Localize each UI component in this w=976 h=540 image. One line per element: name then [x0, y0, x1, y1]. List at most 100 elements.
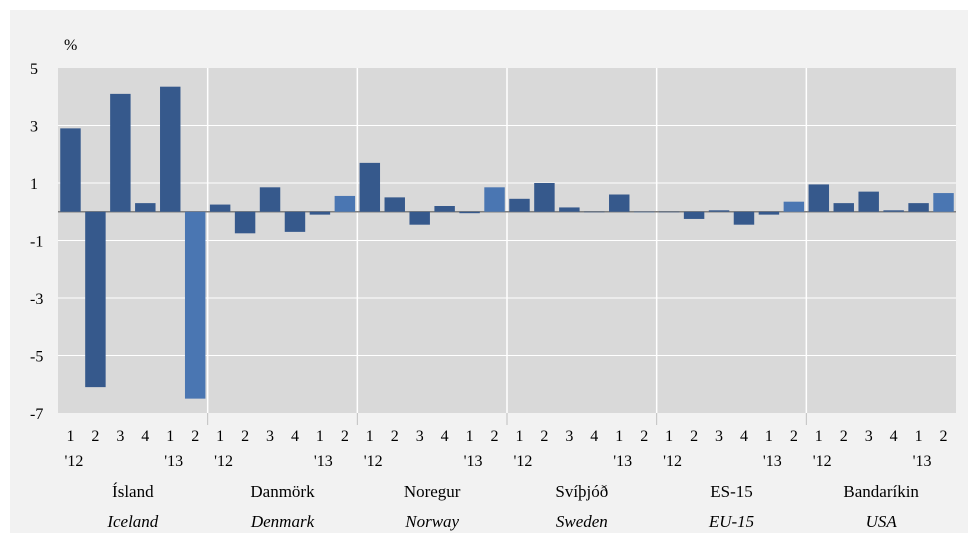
x-tick-label: 2	[491, 428, 499, 445]
bar	[833, 203, 854, 212]
x-tick-label: 1	[316, 428, 324, 445]
x-tick-label: 1	[615, 428, 623, 445]
grid-lines	[58, 68, 956, 425]
y-tick-label: -3	[30, 291, 43, 308]
y-tick-label: 1	[30, 176, 38, 193]
group-label: Svíþjóð	[555, 482, 608, 501]
x-tick-label: 3	[266, 428, 274, 445]
x-tick-label: 4	[740, 428, 748, 445]
bar	[234, 211, 256, 234]
bar	[609, 194, 630, 212]
x-tick-label: 2	[640, 428, 648, 445]
x-tick-label: 2	[91, 428, 99, 445]
bar	[184, 211, 206, 399]
bar	[60, 128, 81, 212]
group-label: Noregur	[404, 482, 461, 501]
bar	[259, 187, 281, 212]
bar	[509, 198, 530, 212]
group-label: ES-15	[710, 482, 753, 501]
x-tick-label: 3	[416, 428, 424, 445]
x-year-label: '13	[763, 453, 782, 470]
x-year-label: '12	[214, 453, 233, 470]
x-tick-label: 4	[890, 428, 898, 445]
bar	[135, 203, 156, 212]
x-year-label: '13	[913, 453, 932, 470]
bar	[85, 211, 106, 388]
bar	[484, 187, 505, 212]
x-year-label: '12	[364, 453, 383, 470]
group-label-english: Iceland	[106, 512, 158, 531]
bar	[658, 211, 680, 213]
x-tick-label: 2	[191, 428, 199, 445]
x-tick-label: 2	[940, 428, 948, 445]
x-year-label: '12	[513, 453, 532, 470]
x-tick-label: 4	[141, 428, 149, 445]
x-year-label: '13	[314, 453, 333, 470]
bar	[160, 86, 181, 212]
x-tick-label: 1	[216, 428, 224, 445]
bar	[409, 211, 430, 225]
bar	[459, 211, 480, 214]
y-tick-label: -7	[30, 406, 43, 423]
x-tick-label: 1	[515, 428, 523, 445]
x-tick-label: 1	[665, 428, 673, 445]
bar	[559, 207, 580, 212]
bar	[434, 206, 455, 212]
y-axis: % 5 3 1 -1 -3 -5 -7	[30, 37, 77, 423]
bar	[534, 183, 555, 212]
x-tick-label: 2	[840, 428, 848, 445]
bar	[584, 211, 605, 213]
y-tick-label: -5	[30, 349, 43, 366]
bar	[733, 211, 755, 225]
bar	[209, 204, 231, 212]
x-tick-label: 2	[241, 428, 249, 445]
x-tick-label: 1	[66, 428, 74, 445]
bar	[309, 211, 331, 215]
x-tick-label: 1	[366, 428, 374, 445]
x-year-label: '13	[613, 453, 632, 470]
group-label-english: EU-15	[708, 512, 754, 531]
bar	[758, 211, 780, 215]
x-tick-label: 1	[915, 428, 923, 445]
group-label: Bandaríkin	[843, 482, 919, 501]
x-year-label: '12	[813, 453, 832, 470]
y-tick-label: -1	[30, 234, 43, 251]
x-tick-label: 2	[341, 428, 349, 445]
group-label: Danmörk	[250, 482, 315, 501]
x-year-label: '13	[464, 453, 483, 470]
group-label-english: USA	[866, 512, 898, 531]
x-tick-label: 1	[466, 428, 474, 445]
x-tick-label: 3	[565, 428, 573, 445]
bar	[384, 197, 405, 212]
bar	[808, 184, 830, 212]
y-axis-label: %	[64, 37, 77, 54]
bar	[110, 93, 131, 212]
bar	[683, 211, 705, 219]
bar	[783, 201, 805, 212]
bar	[883, 210, 904, 212]
x-tick-label: 4	[441, 428, 449, 445]
x-tick-label: 2	[540, 428, 548, 445]
x-year-label: '12	[64, 453, 83, 470]
bar	[858, 191, 879, 212]
x-tick-label: 2	[391, 428, 399, 445]
group-label-english: Norway	[404, 512, 459, 531]
bar	[908, 203, 929, 212]
x-tick-label: 2	[690, 428, 698, 445]
group-label-english: Sweden	[556, 512, 608, 531]
x-tick-label: 3	[116, 428, 124, 445]
bar	[708, 210, 730, 212]
x-year-label: '12	[663, 453, 682, 470]
x-tick-label: 4	[291, 428, 299, 445]
bar	[633, 211, 655, 213]
x-tick-label: 1	[815, 428, 823, 445]
x-year-label: '13	[164, 453, 183, 470]
y-tick-label: 3	[30, 119, 38, 136]
y-tick-label: 5	[30, 61, 38, 78]
x-tick-label: 1	[166, 428, 174, 445]
group-label: Ísland	[112, 482, 154, 501]
bar	[334, 195, 356, 212]
